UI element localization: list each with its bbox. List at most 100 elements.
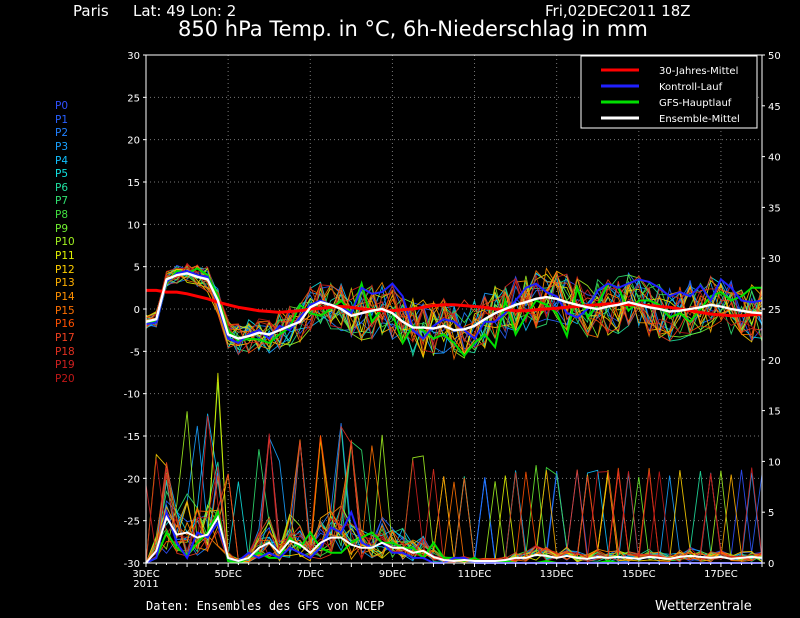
member-label-p7: P7 <box>55 195 69 208</box>
x-tick-label: 5DEC <box>214 569 241 580</box>
left-tick-label: -15 <box>124 432 140 443</box>
member-temp-line-p2 <box>145 266 763 354</box>
temp-series-ensemble-mittel <box>145 272 763 340</box>
member-precip-line-p20 <box>145 458 763 564</box>
precip-series-ensemble-mittel <box>145 514 763 564</box>
right-tick-label: 20 <box>768 356 781 367</box>
member-label-p12: P12 <box>55 263 75 276</box>
legend-label: GFS-Hauptlauf <box>659 98 732 109</box>
member-precip-line-p11 <box>145 372 763 564</box>
right-tick-label: 10 <box>768 457 781 468</box>
x-tick-label: 2011 <box>133 579 158 590</box>
right-tick-label: 40 <box>768 153 781 164</box>
member-label-p15: P15 <box>55 304 75 317</box>
member-temp-line-p19 <box>145 262 763 356</box>
legend-label: Ensemble-Mittel <box>659 114 740 125</box>
member-precip-line-p3 <box>145 425 763 564</box>
member-label-p6: P6 <box>55 181 69 194</box>
member-precip-line-p18 <box>145 425 763 564</box>
member-precip-line-p14 <box>145 444 763 564</box>
x-tick-label: 15DEC <box>622 569 656 580</box>
chart-axes: 302520151050-5-10-15-20-25-3050454035302… <box>124 51 781 590</box>
x-tick-label: 17DEC <box>704 569 738 580</box>
temp-series-kontroll-lauf <box>145 269 763 345</box>
left-tick-label: 15 <box>127 178 140 189</box>
run-datetime: Fri,02DEC2011 18Z <box>545 2 691 20</box>
left-tick-label: -20 <box>124 474 140 485</box>
right-tick-label: 45 <box>768 102 781 113</box>
left-tick-label: 20 <box>127 136 140 147</box>
member-label-p8: P8 <box>55 209 69 222</box>
right-tick-label: 35 <box>768 203 781 214</box>
x-tick-label: 11DEC <box>458 569 492 580</box>
member-precip-line-p15 <box>145 435 763 564</box>
member-precip-line-p0 <box>145 443 763 564</box>
member-label-p18: P18 <box>55 345 75 358</box>
member-precip-line-p2 <box>145 423 763 564</box>
member-temp-line-p18 <box>145 264 763 354</box>
left-tick-label: 30 <box>127 51 140 62</box>
member-precip-line-p10 <box>145 411 763 564</box>
member-label-p10: P10 <box>55 236 75 249</box>
right-tick-label: 30 <box>768 254 781 265</box>
member-precip-line-p16 <box>145 435 763 564</box>
x-tick-label: 13DEC <box>540 569 574 580</box>
legend-label: 30-Jahres-Mittel <box>659 66 738 77</box>
member-label-p11: P11 <box>55 250 75 263</box>
legend-label: Kontroll-Lauf <box>659 82 723 93</box>
precip-series-kontroll-lauf <box>145 508 762 564</box>
member-precip-line-p17 <box>145 437 763 564</box>
temp-series-30-jahres-mittel <box>146 288 763 318</box>
member-label-p1: P1 <box>55 113 69 126</box>
member-label-p0: P0 <box>55 100 69 112</box>
member-precip-line-p9 <box>145 381 763 564</box>
left-tick-label: 0 <box>134 305 140 316</box>
member-label-p16: P16 <box>55 318 75 331</box>
member-precip-line-p7 <box>145 440 763 564</box>
location-coordinates: Lat: 49 Lon: 2 <box>133 2 237 20</box>
member-label-p4: P4 <box>55 154 69 167</box>
right-tick-label: 25 <box>768 305 781 316</box>
member-precip-line-p19 <box>145 415 763 563</box>
temp-series-gfs-hauptlauf <box>145 267 762 358</box>
chart-title: 850 hPa Temp. in °C, 6h-Niederschlag in … <box>178 17 648 41</box>
left-tick-label: 25 <box>127 93 140 104</box>
location-city: Paris <box>73 2 109 20</box>
member-label-p17: P17 <box>55 331 75 344</box>
right-tick-label: 5 <box>768 508 774 519</box>
left-tick-label: 5 <box>134 263 140 274</box>
member-temp-line-p10 <box>145 265 763 359</box>
member-label-p13: P13 <box>55 277 75 290</box>
member-label-p5: P5 <box>55 168 69 181</box>
right-tick-label: 15 <box>768 407 781 418</box>
precip-series-gfs-hauptlauf <box>145 509 762 565</box>
right-tick-label: 0 <box>768 559 774 570</box>
data-source-credit: Daten: Ensembles des GFS von NCEP <box>146 599 385 613</box>
left-tick-label: -5 <box>130 347 140 358</box>
member-temp-line-p15 <box>145 269 763 361</box>
member-precip-line-p8 <box>145 442 763 564</box>
legend-box <box>580 55 758 129</box>
chart-grid <box>146 55 762 563</box>
left-tick-label: -30 <box>124 559 140 570</box>
member-precip-line-p5 <box>145 441 763 564</box>
member-label-p2: P2 <box>55 127 69 140</box>
left-tick-label: -10 <box>124 390 140 401</box>
ensemble-member-list: P0 P1 P2 P3 P4 P5 P6 P7 P8 P9 P10 P11 P12 P13 P14 P15 P1… <box>55 100 105 386</box>
member-label-p9: P9 <box>55 222 69 235</box>
member-label-p19: P19 <box>55 359 75 372</box>
chart-legend: 30-Jahres-Mittel Kontroll-Lauf GFS-Hauptla… <box>580 55 758 129</box>
member-label-p14: P14 <box>55 290 75 303</box>
member-label-p20: P20 <box>55 372 75 385</box>
brand-label: Wetterzentrale <box>655 599 752 614</box>
x-tick-label: 3DEC <box>132 569 159 580</box>
member-label-p3: P3 <box>55 140 69 153</box>
left-tick-label: -25 <box>124 517 140 528</box>
left-tick-label: 10 <box>127 220 140 231</box>
x-tick-label: 7DEC <box>297 569 324 580</box>
right-tick-label: 50 <box>768 51 781 62</box>
member-precip-line-p6 <box>145 427 763 564</box>
x-tick-label: 9DEC <box>379 569 406 580</box>
member-precip-line-p12 <box>145 453 763 564</box>
